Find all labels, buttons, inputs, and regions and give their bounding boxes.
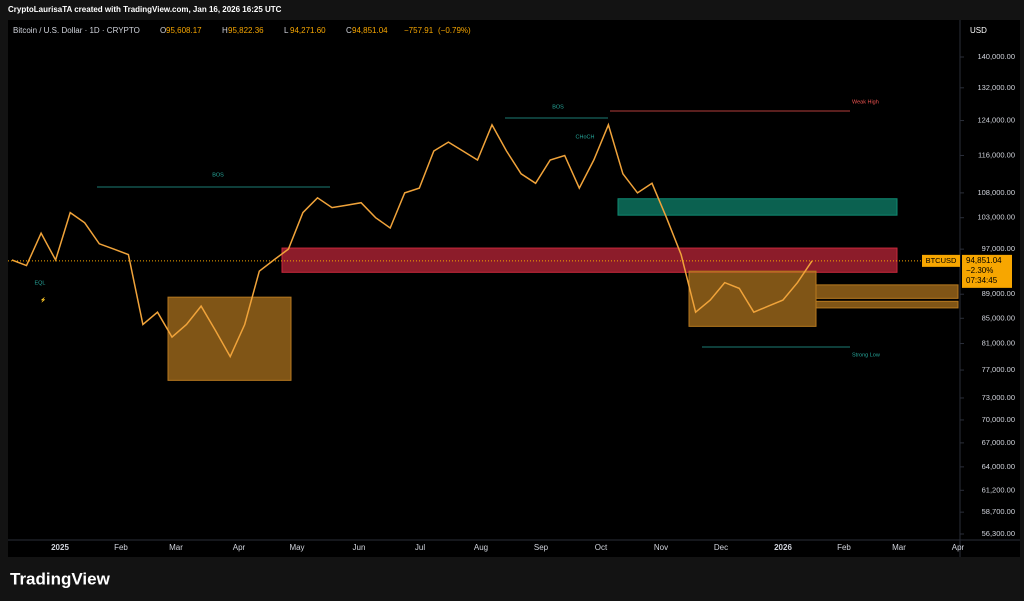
x-tick-label: Mar [892, 543, 906, 552]
y-tick-label: 77,000.00 [982, 365, 1015, 374]
ohlc-key: L [284, 26, 289, 35]
symbol: Bitcoin / U.S. Dollar · 1D · CRYPTO [13, 26, 140, 35]
annotation: EQL [34, 280, 45, 286]
change: −757.91 [404, 26, 434, 35]
symbol-tag [922, 254, 960, 267]
y-tick-label: 103,000.00 [977, 213, 1015, 222]
y-tick-label: 140,000.00 [977, 52, 1015, 61]
x-tick-label: Feb [837, 543, 851, 552]
zone [815, 300, 959, 309]
zone [688, 270, 817, 327]
x-tick-label: Mar [169, 543, 183, 552]
y-tick-label: 132,000.00 [977, 83, 1015, 92]
y-tick-label: 64,000.00 [982, 462, 1015, 471]
annotation: CHoCH [576, 134, 595, 140]
annotation: Strong Low [852, 352, 880, 358]
x-tick-label: 2026 [774, 543, 792, 552]
x-tick-label: May [289, 543, 304, 552]
annotation: BOS [212, 172, 224, 178]
y-tick-label: 85,000.00 [982, 313, 1015, 322]
y-tick-label: 81,000.00 [982, 339, 1015, 348]
y-tick-label: 97,000.00 [982, 244, 1015, 253]
ohlc-key: H [222, 26, 228, 35]
x-tick-label: Apr [233, 543, 246, 552]
countdown: 07:34:45 [966, 276, 998, 285]
y-tick-label: 58,700.00 [982, 507, 1015, 516]
zone [815, 284, 959, 299]
ohlc-value: 95,822.36 [228, 26, 264, 35]
x-tick-label: Jun [353, 543, 366, 552]
x-tick-label: Nov [654, 543, 668, 552]
x-tick-label: Apr [952, 543, 965, 552]
footer-logo: TradingView [10, 569, 111, 588]
price-tag [962, 254, 1012, 288]
ohlc-key: O [160, 26, 166, 35]
y-tick-label: 67,000.00 [982, 438, 1015, 447]
y-tick-label: 89,000.00 [982, 289, 1015, 298]
currency: USD [970, 26, 987, 35]
x-tick-label: Jul [415, 543, 425, 552]
ohlc-value: 95,608.17 [166, 26, 202, 35]
x-tick-label: Oct [595, 543, 608, 552]
change-pct: (−0.79%) [438, 26, 471, 35]
y-tick-label: 108,000.00 [977, 188, 1015, 197]
x-tick-label: Aug [474, 543, 488, 552]
ohlc-value: 94,851.04 [352, 26, 388, 35]
byline: CryptoLaurisaTA created with TradingView… [8, 5, 282, 14]
x-tick-label: Sep [534, 543, 549, 552]
zone [167, 296, 292, 381]
logo: ⚡ [40, 296, 46, 303]
y-tick-label: 61,200.00 [982, 485, 1015, 494]
zone [281, 247, 898, 273]
y-tick-label: 116,000.00 [978, 150, 1015, 159]
y-tick-label: 56,300.00 [982, 529, 1015, 538]
ohlc-value: 94,271.60 [290, 26, 326, 35]
price-tag-value: 94,851.04 [966, 256, 1002, 265]
annotation: Weak High [852, 99, 879, 105]
annotation: BOS [552, 104, 564, 110]
x-tick-label: 2025 [51, 543, 69, 552]
x-tick-label: Feb [114, 543, 128, 552]
ohlc-key: C [346, 26, 352, 35]
price-tag-change: −2.30% [966, 266, 993, 275]
zone [617, 198, 898, 216]
y-tick-label: 70,000.00 [982, 415, 1015, 424]
y-tick-label: 73,000.00 [982, 393, 1015, 402]
symbol-tag-text: BTCUSD [926, 256, 957, 265]
x-tick-label: Dec [714, 543, 728, 552]
y-tick-label: 124,000.00 [977, 116, 1015, 125]
price-line [11, 122, 813, 359]
